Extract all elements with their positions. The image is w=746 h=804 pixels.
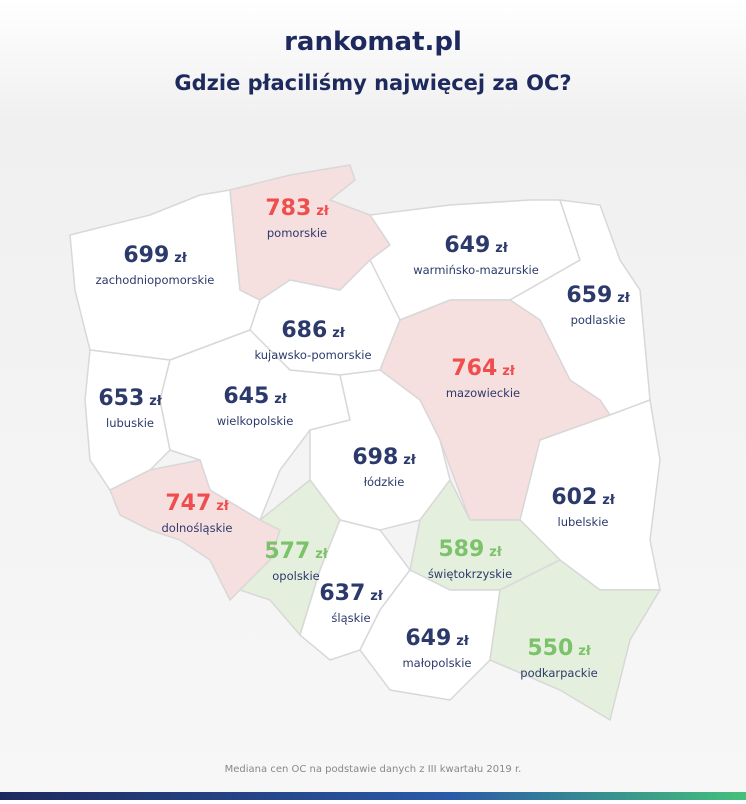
region-value-label: 686 zł [281,318,346,343]
region-value: 698 [352,445,398,470]
region-value: 764 [451,356,497,381]
region-value-label: 747 zł [165,491,230,516]
region-shape [238,478,341,637]
labels: 699 zł zachodniopomorskie 783 zł pomorskie 649… [96,196,631,680]
region-name: wielkopolskie [217,414,294,428]
region-value-label: 602 zł [551,485,616,510]
region-name: lubuskie [106,416,154,430]
region-name: podkarpackie [520,666,597,680]
region-value-label: 649 zł [405,626,470,651]
region-name: zachodniopomorskie [96,273,215,287]
region-shape [159,329,351,522]
region-unit: zł [495,241,509,256]
region-unit: zł [403,453,417,468]
region-unit: zł [456,634,470,649]
region-unit: zł [216,499,230,514]
region-name: mazowieckie [446,386,520,400]
region-name: świętokrzyskie [428,567,512,581]
region-name: dolnośląskie [161,521,232,535]
region-shape [309,369,451,531]
region-value: 649 [405,626,451,651]
map [69,164,662,722]
region-value-label: 550 zł [527,636,592,661]
region-value: 653 [98,386,144,411]
region-value-label: 637 zł [319,581,384,606]
region-name: małopolskie [402,656,471,670]
region-unit: zł [502,364,516,379]
region-unit: zł [315,547,329,562]
region-value-label: 649 zł [444,233,509,258]
region-name: śląskie [331,611,370,625]
region-name: kujawsko-pomorskie [254,348,371,362]
region-unit: zł [274,392,288,407]
footer: Mediana cen OC na podstawie danych z III… [225,764,522,775]
region-value: 747 [165,491,211,516]
region-value: 550 [527,636,573,661]
region-value: 659 [566,283,612,308]
region-value-label: 783 zł [265,196,330,221]
title: Gdzie płaciliśmy najwięcej za OC? [174,71,571,95]
region-shape [359,569,501,701]
region-unit: zł [316,204,330,219]
region-value: 783 [265,196,311,221]
region-value: 637 [319,581,365,606]
region-value: 686 [281,318,327,343]
region-value-label: 698 zł [352,445,417,470]
region-name: podlaskie [571,313,626,327]
region-unit: zł [332,326,346,341]
region-value: 577 [264,539,310,564]
region-unit: zł [617,291,631,306]
region-name: pomorskie [267,226,327,240]
region-unit: zł [149,394,163,409]
region-value-label: 764 zł [451,356,516,381]
region-value: 649 [444,233,490,258]
region-value-label: 699 zł [123,243,188,268]
region-value: 645 [223,384,269,409]
region-unit: zł [578,644,592,659]
region-name: opolskie [272,569,320,583]
region-unit: zł [489,545,503,560]
region-value: 602 [551,485,597,510]
region-unit: zł [602,493,616,508]
region-value-label: 645 zł [223,384,288,409]
region-value-label: 659 zł [566,283,631,308]
region-value-label: 589 zł [438,537,503,562]
region-value: 699 [123,243,169,268]
region-shape [489,559,662,722]
footer-bar [0,792,746,800]
region-name: łódzkie [364,475,405,489]
region-value-label: 577 zł [264,539,329,564]
region-unit: zł [370,589,384,604]
logo: rankomat.pl [284,27,462,57]
region-value-label: 653 zł [98,386,163,411]
region-name: warmińsko-mazurskie [413,263,539,277]
region-unit: zł [174,251,188,266]
region-name: lubelskie [558,515,609,529]
region-value: 589 [438,537,484,562]
